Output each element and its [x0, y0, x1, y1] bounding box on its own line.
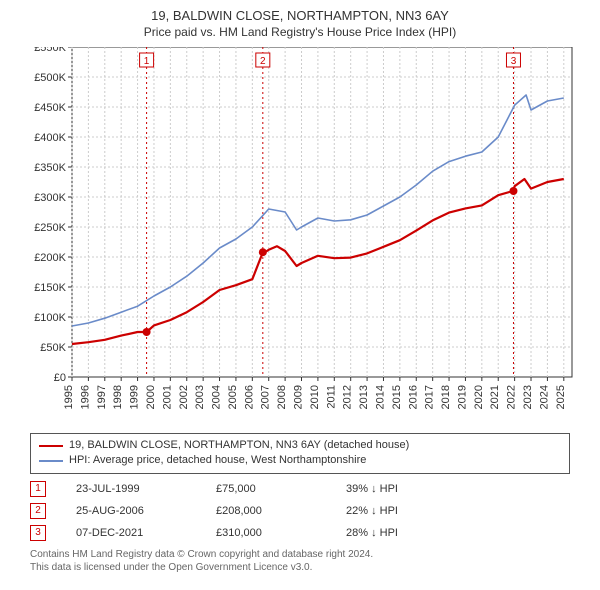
- legend-swatch: [39, 445, 63, 447]
- svg-text:2023: 2023: [522, 385, 534, 409]
- svg-text:2024: 2024: [538, 385, 550, 409]
- svg-text:2002: 2002: [178, 385, 190, 409]
- svg-text:2004: 2004: [211, 385, 223, 409]
- legend-label: HPI: Average price, detached house, West…: [69, 453, 366, 468]
- svg-text:1996: 1996: [79, 385, 91, 409]
- event-row: 3 07-DEC-2021 £310,000 28% ↓ HPI: [30, 522, 570, 544]
- svg-text:2016: 2016: [407, 385, 419, 409]
- svg-text:£550K: £550K: [34, 47, 66, 54]
- svg-text:2022: 2022: [506, 385, 518, 409]
- event-date: 07-DEC-2021: [76, 527, 186, 539]
- svg-text:1998: 1998: [112, 385, 124, 409]
- svg-text:1: 1: [144, 56, 150, 67]
- event-hpi-delta: 39% ↓ HPI: [346, 483, 446, 495]
- svg-text:£150K: £150K: [34, 282, 66, 294]
- svg-text:£100K: £100K: [34, 312, 66, 324]
- legend-item: 19, BALDWIN CLOSE, NORTHAMPTON, NN3 6AY …: [39, 438, 561, 453]
- svg-text:2020: 2020: [473, 385, 485, 409]
- event-row: 2 25-AUG-2006 £208,000 22% ↓ HPI: [30, 500, 570, 522]
- svg-text:2006: 2006: [243, 385, 255, 409]
- svg-text:£200K: £200K: [34, 252, 66, 264]
- legend-label: 19, BALDWIN CLOSE, NORTHAMPTON, NN3 6AY …: [69, 438, 409, 453]
- svg-text:£250K: £250K: [34, 222, 66, 234]
- svg-text:2007: 2007: [260, 385, 272, 409]
- event-badge: 3: [30, 525, 46, 541]
- svg-text:2010: 2010: [309, 385, 321, 409]
- event-badge: 1: [30, 481, 46, 497]
- line-chart: £0 £50K £100K £150K £200K £250K £300K £350K £400…: [22, 47, 582, 427]
- svg-text:£50K: £50K: [40, 342, 66, 354]
- svg-text:2013: 2013: [358, 385, 370, 409]
- event-date: 25-AUG-2006: [76, 505, 186, 517]
- svg-text:2003: 2003: [194, 385, 206, 409]
- svg-text:2008: 2008: [276, 385, 288, 409]
- legend-swatch: [39, 460, 63, 462]
- event-date: 23-JUL-1999: [76, 483, 186, 495]
- svg-text:£300K: £300K: [34, 192, 66, 204]
- svg-text:2015: 2015: [391, 385, 403, 409]
- svg-text:1997: 1997: [96, 385, 108, 409]
- svg-text:1995: 1995: [63, 385, 75, 409]
- svg-text:£0: £0: [54, 372, 66, 384]
- svg-text:2000: 2000: [145, 385, 157, 409]
- svg-text:2021: 2021: [489, 385, 501, 409]
- svg-text:2017: 2017: [424, 385, 436, 409]
- svg-text:2: 2: [260, 56, 266, 67]
- chart-legend: 19, BALDWIN CLOSE, NORTHAMPTON, NN3 6AY …: [30, 433, 570, 474]
- footer-attribution: Contains HM Land Registry data © Crown c…: [30, 548, 570, 574]
- event-badge: 2: [30, 503, 46, 519]
- svg-text:2001: 2001: [161, 385, 173, 409]
- svg-text:2005: 2005: [227, 385, 239, 409]
- chart-subtitle: Price paid vs. HM Land Registry's House …: [0, 23, 600, 47]
- event-price: £310,000: [216, 527, 316, 539]
- event-row: 1 23-JUL-1999 £75,000 39% ↓ HPI: [30, 478, 570, 500]
- svg-text:£350K: £350K: [34, 162, 66, 174]
- event-table: 1 23-JUL-1999 £75,000 39% ↓ HPI 2 25-AUG-2006…: [30, 478, 570, 544]
- svg-text:£500K: £500K: [34, 72, 66, 84]
- svg-text:1999: 1999: [129, 385, 141, 409]
- svg-text:2011: 2011: [325, 385, 337, 409]
- chart-title: 19, BALDWIN CLOSE, NORTHAMPTON, NN3 6AY: [0, 0, 600, 23]
- chart-svg: £0 £50K £100K £150K £200K £250K £300K £350K £400…: [22, 47, 582, 427]
- svg-text:2009: 2009: [293, 385, 305, 409]
- footer-line1: Contains HM Land Registry data © Crown c…: [30, 548, 570, 561]
- svg-text:3: 3: [511, 56, 517, 67]
- svg-text:£450K: £450K: [34, 102, 66, 114]
- svg-text:£400K: £400K: [34, 132, 66, 144]
- svg-text:2019: 2019: [456, 385, 468, 409]
- event-price: £208,000: [216, 505, 316, 517]
- svg-text:2025: 2025: [555, 385, 567, 409]
- svg-text:2014: 2014: [374, 385, 386, 409]
- event-price: £75,000: [216, 483, 316, 495]
- legend-item: HPI: Average price, detached house, West…: [39, 453, 561, 468]
- event-hpi-delta: 22% ↓ HPI: [346, 505, 446, 517]
- event-hpi-delta: 28% ↓ HPI: [346, 527, 446, 539]
- svg-text:2018: 2018: [440, 385, 452, 409]
- svg-text:2012: 2012: [342, 385, 354, 409]
- footer-line2: This data is licensed under the Open Gov…: [30, 561, 570, 574]
